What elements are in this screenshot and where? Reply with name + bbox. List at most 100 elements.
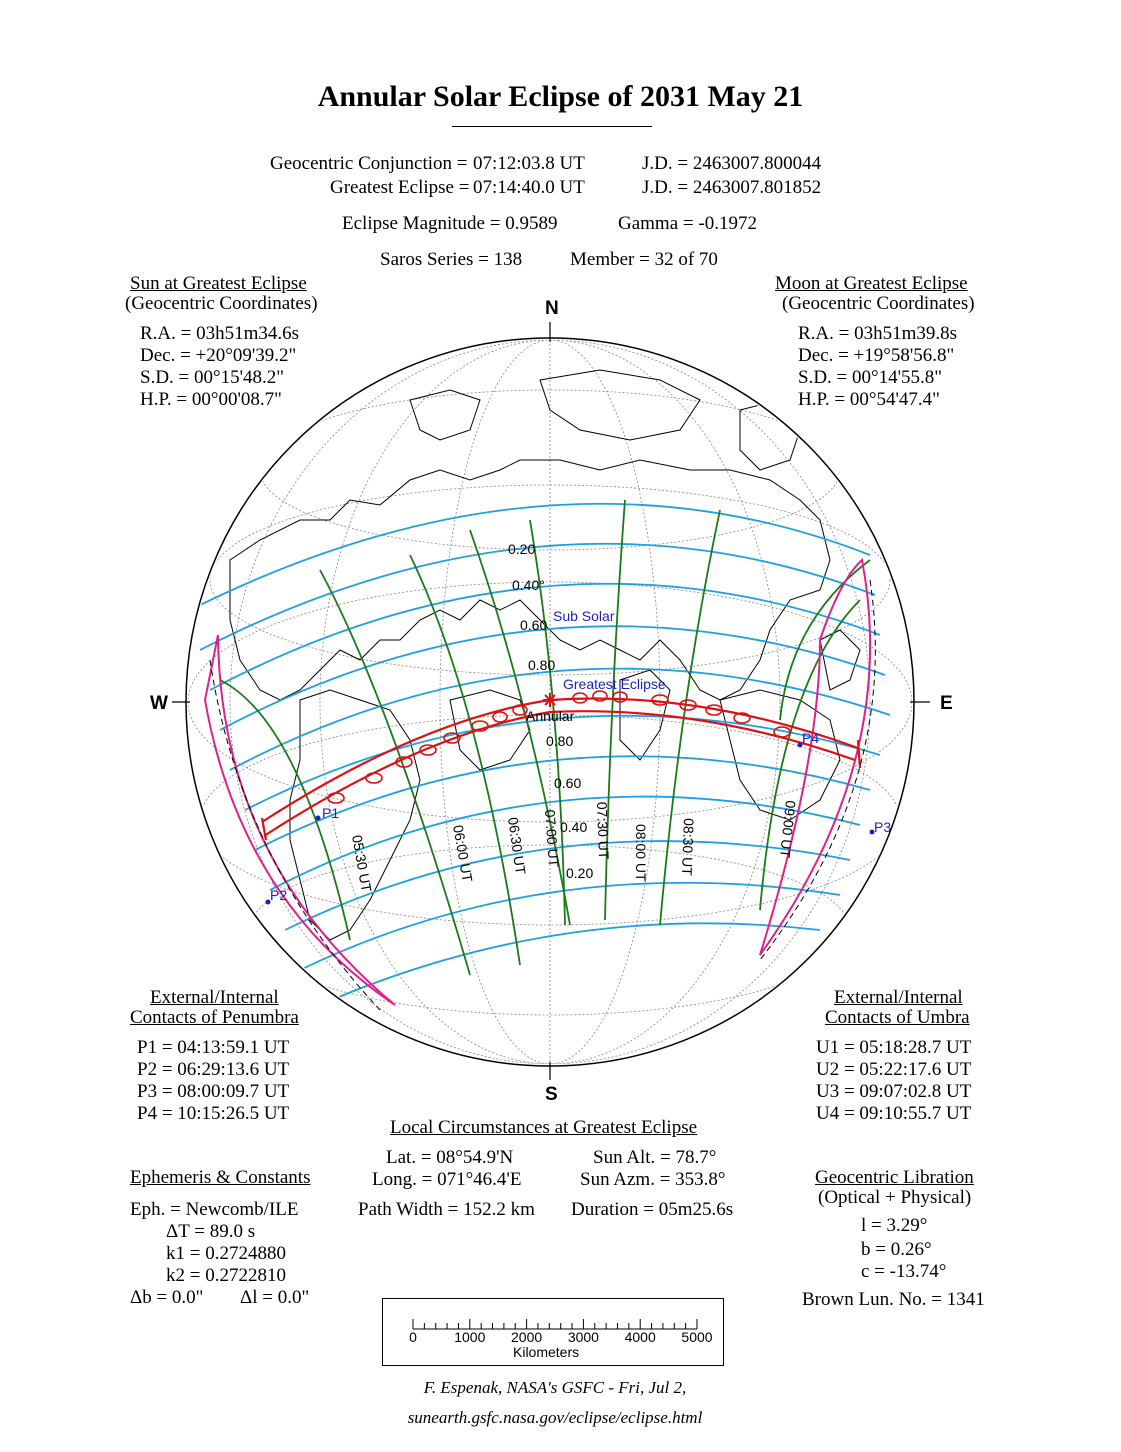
- sun-sd: S.D. = 00°15'48.2": [140, 367, 285, 388]
- time-lines: [219, 499, 871, 976]
- mag-north-020: 0.20: [508, 541, 535, 557]
- ephemeris-k2: k2 = 0.2722810: [166, 1265, 286, 1286]
- penumbra-p2: P2 = 06:29:13.6 UT: [137, 1059, 290, 1080]
- greatest-eclipse-time: 07:14:40.0 UT: [473, 177, 585, 198]
- compass-ticks: [172, 322, 930, 1080]
- local-sun-alt: Sun Alt. = 78.7°: [593, 1147, 717, 1168]
- terminator-lines: [209, 579, 876, 1011]
- continent-outlines: [229, 369, 861, 941]
- credit-line-2: sunearth.gsfc.nasa.gov/eclipse/eclipse.h…: [407, 1408, 703, 1427]
- scale-tick-label: 1000: [454, 1329, 485, 1345]
- sun-subheading: (Geocentric Coordinates): [125, 293, 318, 314]
- scale-tick-label: 0: [409, 1329, 417, 1345]
- local-duration: Duration = 05m25.6s: [571, 1199, 734, 1220]
- scale-tick-label: 4000: [625, 1329, 656, 1345]
- mag-north-060: 0.60: [520, 617, 547, 633]
- moon-ra: R.A. = 03h51m39.8s: [798, 323, 958, 344]
- p3-label: P3: [874, 819, 891, 835]
- ephemeris-heading: Ephemeris & Constants: [130, 1167, 311, 1188]
- conjunction-label: Geocentric Conjunction =: [270, 153, 468, 174]
- time-label-0730: 07:30 UT: [594, 802, 612, 861]
- penumbral-limits: [203, 558, 872, 1006]
- sun-ra: R.A. = 03h51m34.6s: [140, 323, 300, 344]
- time-label-0600: 06:00 UT: [450, 824, 476, 884]
- time-label-0900: 09:00 UT: [777, 800, 799, 859]
- umbra-heading2: Contacts of Umbra: [825, 1007, 970, 1028]
- moon-hp: H.P. = 00°54'47.4": [798, 389, 940, 410]
- time-label-0700: 07:00 UT: [542, 809, 562, 868]
- libration-heading: Geocentric Libration: [815, 1167, 974, 1188]
- scale-tick-label: 5000: [681, 1329, 712, 1345]
- libration-l: l = 3.29°: [861, 1215, 928, 1236]
- compass-south: S: [545, 1084, 558, 1105]
- eclipse-magnitude: Eclipse Magnitude = 0.9589: [342, 213, 558, 234]
- annular-label: Annular: [526, 708, 575, 724]
- penumbra-p1: P1 = 04:13:59.1 UT: [137, 1037, 290, 1058]
- local-lat: Lat. = 08°54.9'N: [386, 1147, 514, 1168]
- p4-label: P4: [802, 730, 819, 746]
- penumbra-p4: P4 = 10:15:26.5 UT: [137, 1103, 290, 1124]
- umbra-u3: U3 = 09:07:02.8 UT: [816, 1081, 972, 1102]
- umbra-u1: U1 = 05:18:28.7 UT: [816, 1037, 972, 1058]
- local-path-width: Path Width = 152.2 km: [358, 1199, 535, 1220]
- sun-heading: Sun at Greatest Eclipse: [130, 273, 307, 294]
- umbra-heading1: External/Internal: [834, 987, 963, 1008]
- saros-member: Member = 32 of 70: [570, 249, 718, 270]
- umbra-u2: U2 = 05:22:17.6 UT: [816, 1059, 972, 1080]
- mag-north-040: 0.40°: [512, 577, 545, 593]
- scale-ticks: [412, 1319, 698, 1330]
- contact-points: [265, 742, 875, 905]
- compass-east: E: [940, 693, 953, 714]
- mag-south-040: 0.40: [560, 819, 587, 835]
- brown-lunation-number: Brown Lun. No. = 1341: [802, 1289, 985, 1310]
- moon-subheading: (Geocentric Coordinates): [782, 293, 975, 314]
- local-long: Long. = 071°46.4'E: [372, 1169, 522, 1190]
- moon-dec: Dec. = +19°58'56.8": [798, 345, 955, 366]
- local-sun-azm: Sun Azm. = 353.8°: [580, 1169, 726, 1190]
- scale-bar: 0 1000 2000 3000 4000 5000 Kilometers: [382, 1298, 724, 1366]
- ephemeris-dl: Δl = 0.0": [240, 1287, 310, 1308]
- time-label-0530: 05:30 UT: [349, 834, 375, 894]
- ephemeris-dt: ΔT = 89.0 s: [166, 1221, 256, 1242]
- ephemeris-db: Δb = 0.0": [130, 1287, 204, 1308]
- time-label-0630: 06:30 UT: [505, 816, 529, 876]
- scale-tick-label: 3000: [568, 1329, 599, 1345]
- greatest-eclipse-jd: J.D. = 2463007.801852: [642, 177, 822, 198]
- libration-c: c = -13.74°: [861, 1261, 947, 1282]
- sun-dec: Dec. = +20°09'39.2": [140, 345, 297, 366]
- magnitude-lines: [189, 502, 891, 1006]
- scale-bar-graphic: 0 1000 2000 3000 4000 5000 Kilometers: [409, 1319, 713, 1360]
- p1-label: P1: [322, 805, 339, 821]
- conjunction-jd: J.D. = 2463007.800044: [642, 153, 822, 174]
- umbra-u4: U4 = 09:10:55.7 UT: [816, 1103, 972, 1124]
- gamma: Gamma = -0.1972: [618, 213, 757, 234]
- penumbra-p3: P3 = 08:00:09.7 UT: [137, 1081, 290, 1102]
- p2-label: P2: [270, 887, 287, 903]
- ephemeris-eph: Eph. = Newcomb/ILE: [130, 1199, 299, 1220]
- penumbra-heading2: Contacts of Penumbra: [130, 1007, 299, 1028]
- libration-subheading: (Optical + Physical): [818, 1187, 972, 1208]
- greatest-eclipse-marker: [543, 693, 557, 707]
- compass-north: N: [545, 298, 559, 319]
- moon-sd: S.D. = 00°14'55.8": [798, 367, 943, 388]
- credit-line-1: F. Espenak, NASA's GSFC - Fri, Jul 2,: [423, 1378, 687, 1397]
- ephemeris-k1: k1 = 0.2724880: [166, 1243, 286, 1264]
- time-label-0800: 08:00 UT: [633, 824, 649, 882]
- greatest-eclipse-label: Greatest Eclipse: [563, 676, 666, 692]
- scale-labels: 0 1000 2000 3000 4000 5000: [409, 1329, 713, 1345]
- sub-solar-label: Sub Solar: [553, 608, 615, 624]
- mag-north-080: 0.80: [528, 657, 555, 673]
- page-title: Annular Solar Eclipse of 2031 May 21: [317, 80, 804, 113]
- shadow-ellipses: [327, 690, 791, 804]
- mag-south-020: 0.20: [566, 865, 593, 881]
- libration-b: b = 0.26°: [861, 1239, 932, 1260]
- saros-series: Saros Series = 138: [380, 249, 523, 270]
- scale-unit: Kilometers: [513, 1344, 579, 1360]
- sun-hp: H.P. = 00°00'08.7": [140, 389, 282, 410]
- time-label-0830: 08:30 UT: [679, 818, 697, 877]
- local-heading: Local Circumstances at Greatest Eclipse: [390, 1117, 698, 1138]
- mag-south-060: 0.60: [554, 775, 581, 791]
- moon-heading: Moon at Greatest Eclipse: [775, 273, 968, 294]
- mag-south-080: 0.80: [546, 733, 573, 749]
